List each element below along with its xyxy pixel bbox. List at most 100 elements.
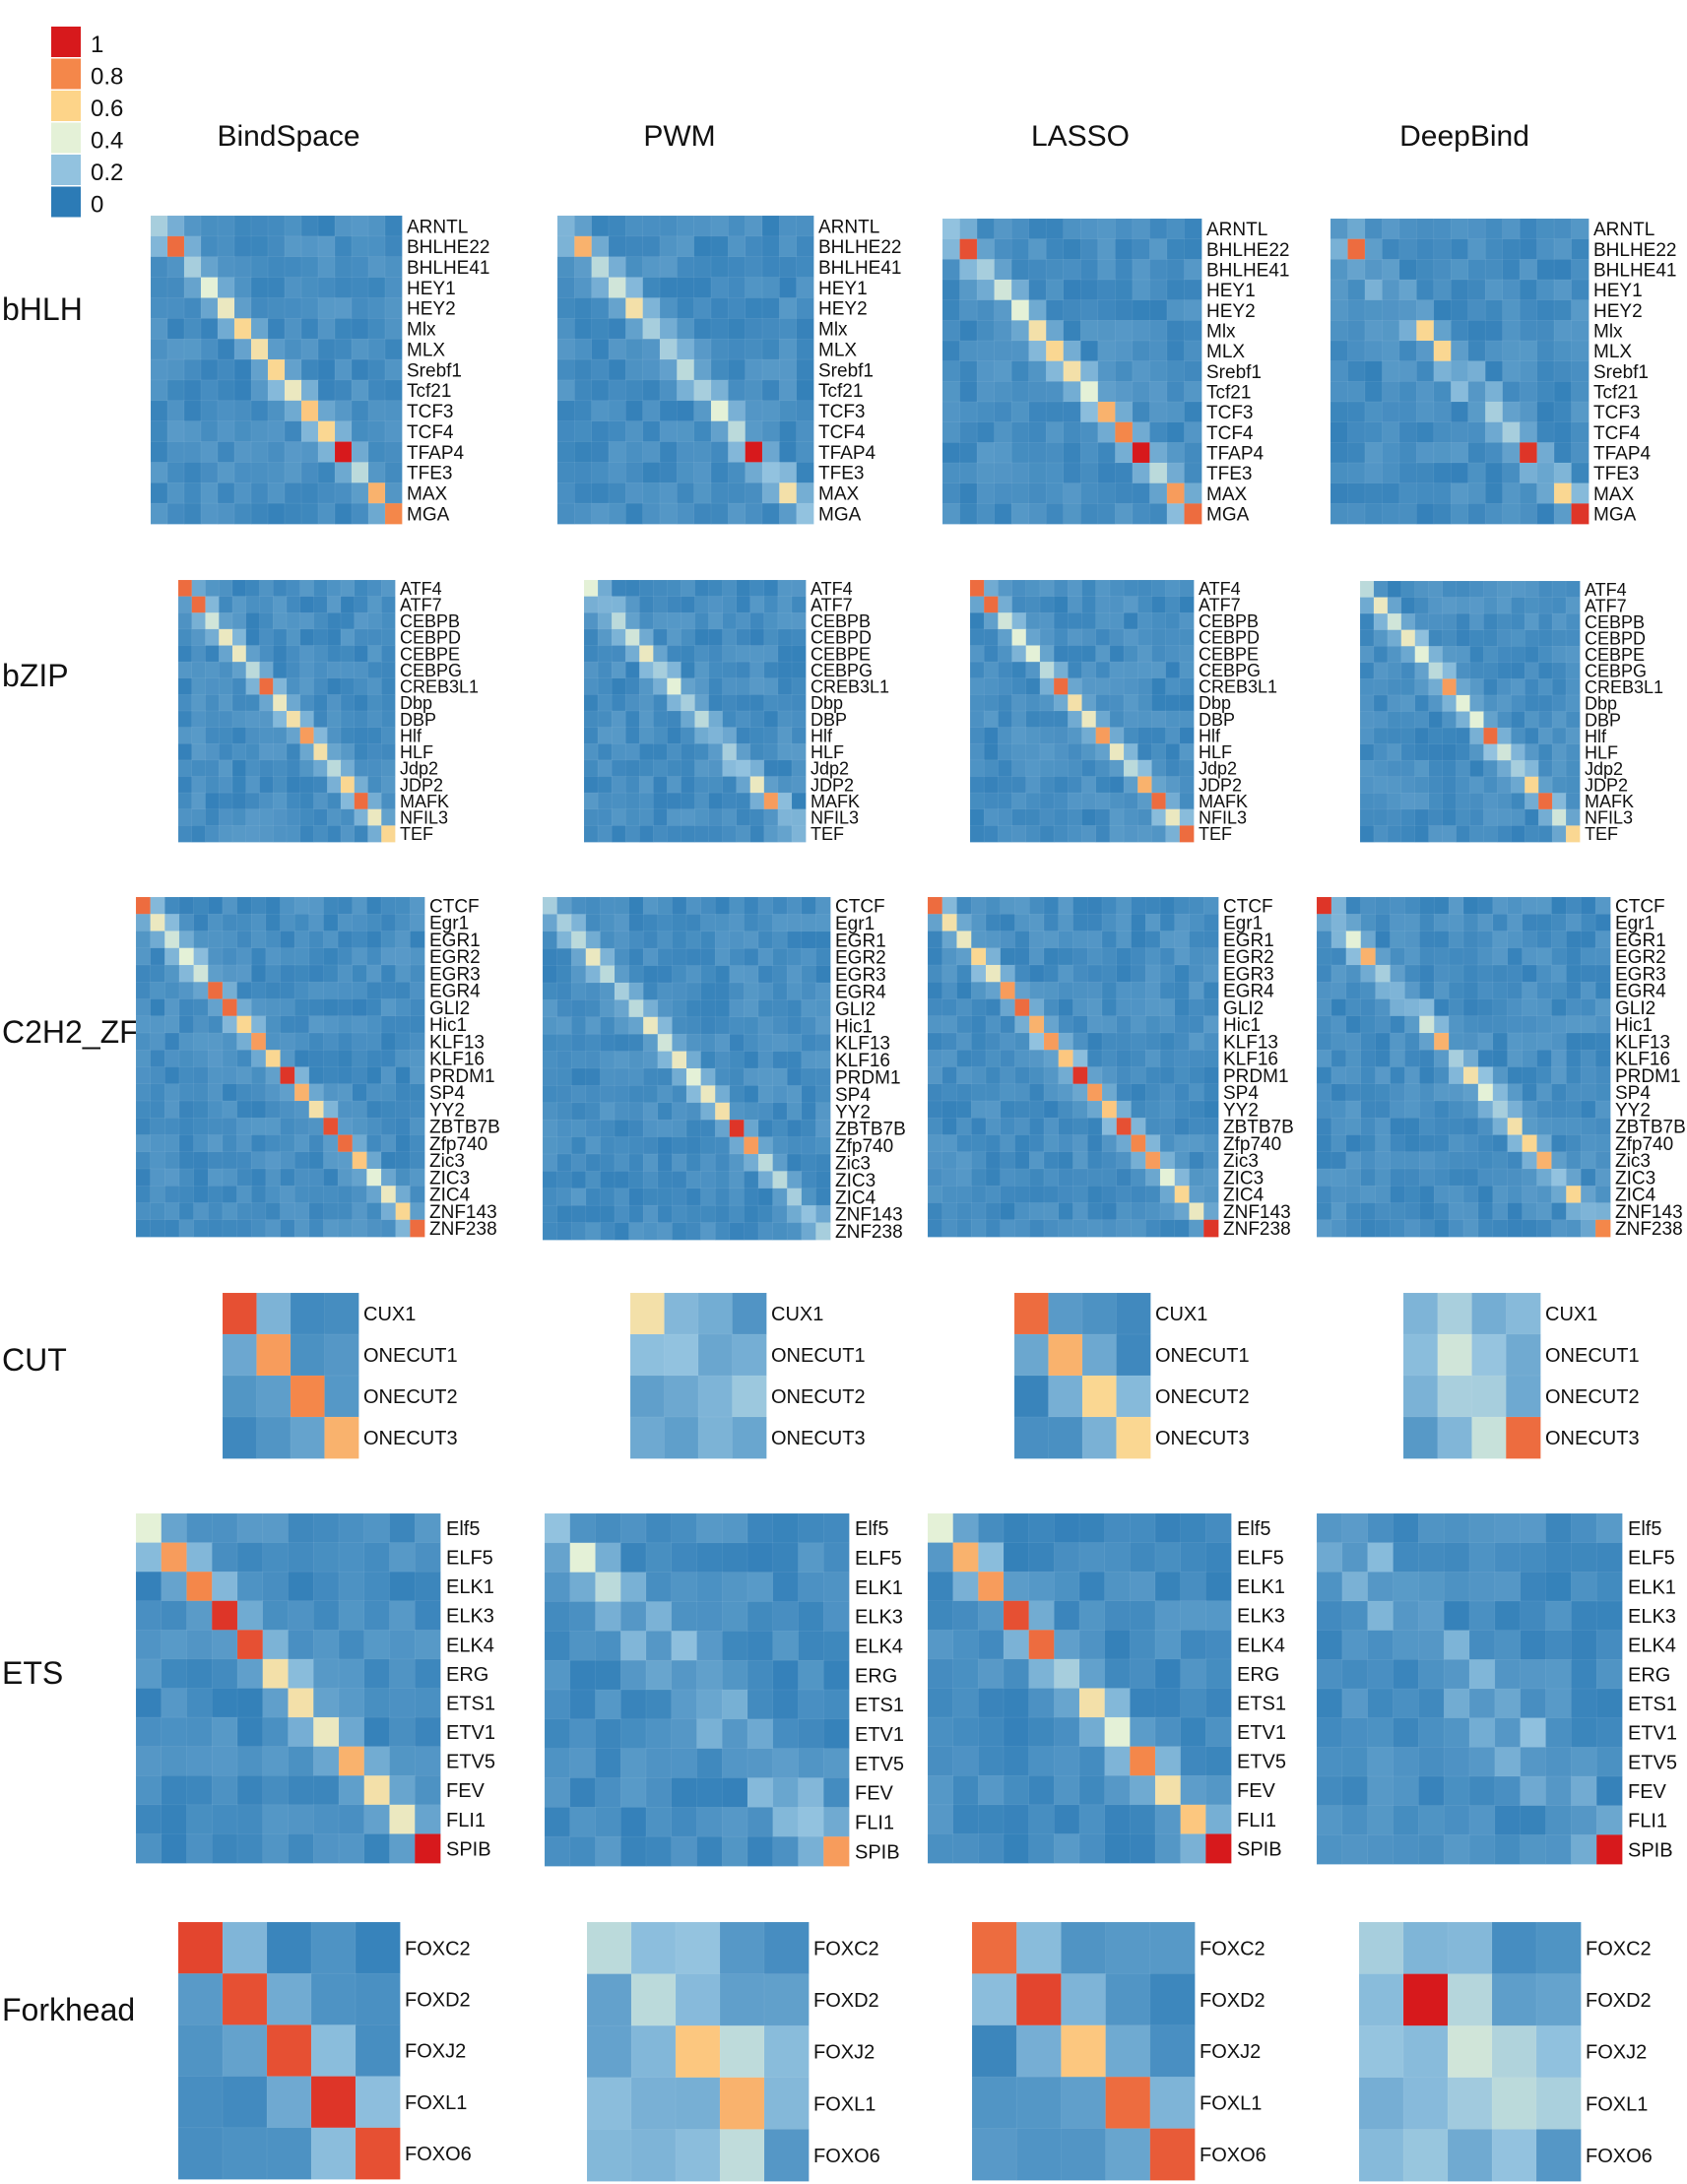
heatmap-cell bbox=[1566, 964, 1582, 983]
heatmap-cell bbox=[1189, 1066, 1204, 1085]
row-label: Zfp740 bbox=[429, 1134, 487, 1155]
heatmap-cell bbox=[363, 1600, 391, 1632]
heatmap-cell bbox=[200, 338, 219, 360]
heatmap-cell bbox=[667, 677, 682, 696]
heatmap-cell bbox=[1468, 1747, 1496, 1777]
heatmap-cell bbox=[183, 318, 202, 340]
row-label: ATF4 bbox=[811, 579, 853, 599]
heatmap-cell bbox=[1330, 1219, 1347, 1238]
heatmap-cell bbox=[1571, 1630, 1597, 1661]
heatmap-cell bbox=[708, 677, 724, 696]
heatmap-cell bbox=[1123, 596, 1138, 613]
heatmap-cell bbox=[1580, 998, 1596, 1017]
heatmap-cell bbox=[685, 1102, 702, 1121]
heatmap-cell bbox=[1566, 1066, 1582, 1085]
heatmap-cell bbox=[177, 710, 193, 729]
heatmap-cell bbox=[1000, 1134, 1016, 1153]
heatmap-cell bbox=[574, 502, 593, 525]
heatmap-cell bbox=[135, 1688, 162, 1718]
heatmap-cell bbox=[1043, 998, 1060, 1017]
heatmap-cell bbox=[351, 441, 369, 464]
heatmap-cell bbox=[657, 947, 674, 967]
heatmap-cell bbox=[1028, 1049, 1045, 1068]
heatmap-cell bbox=[334, 256, 353, 279]
heatmap-cell bbox=[1330, 320, 1349, 342]
heatmap-cell bbox=[1471, 1292, 1507, 1335]
heatmap-cell bbox=[544, 1718, 571, 1750]
heatmap-cell bbox=[642, 400, 661, 422]
row-label: Hlf bbox=[1585, 727, 1607, 746]
heatmap-cell bbox=[414, 1512, 441, 1544]
heatmap-cell bbox=[1477, 1117, 1494, 1136]
heatmap-cell bbox=[1507, 1049, 1524, 1068]
heatmap-cell bbox=[1553, 360, 1573, 383]
row-label: ZBTB7B bbox=[429, 1118, 500, 1138]
heatmap-cell bbox=[745, 502, 763, 525]
heatmap-cell bbox=[761, 379, 781, 402]
heatmap-cell bbox=[757, 1188, 774, 1206]
heatmap-cell bbox=[300, 318, 319, 340]
heatmap-cell bbox=[746, 1659, 774, 1691]
heatmap-cell bbox=[1428, 629, 1444, 647]
heatmap-cell bbox=[1144, 1151, 1161, 1170]
heatmap-cell bbox=[367, 727, 382, 744]
heatmap-cell bbox=[1553, 238, 1573, 261]
heatmap-cell bbox=[700, 1016, 716, 1035]
heatmap-cell bbox=[1189, 1117, 1204, 1136]
heatmap-cell bbox=[772, 1601, 800, 1633]
heatmap-cell bbox=[1364, 401, 1384, 423]
heatmap-cell bbox=[772, 1119, 788, 1138]
heatmap-cell bbox=[183, 502, 202, 525]
heatmap-cell bbox=[1189, 998, 1204, 1017]
heatmap-cell bbox=[1419, 1151, 1435, 1170]
heatmap-cell bbox=[186, 1774, 213, 1806]
heatmap-cell bbox=[611, 759, 626, 778]
row-label: Egr1 bbox=[1223, 914, 1263, 934]
heatmap-cell bbox=[1483, 711, 1499, 729]
heatmap-cell bbox=[1551, 1219, 1568, 1238]
heatmap-cell bbox=[183, 358, 202, 381]
heatmap-cell bbox=[231, 596, 247, 613]
heatmap-cell bbox=[1565, 678, 1581, 696]
heatmap-cell bbox=[714, 1102, 731, 1121]
heatmap-cell bbox=[677, 441, 695, 464]
heatmap-cell bbox=[1130, 1746, 1156, 1776]
heatmap-cell bbox=[746, 1807, 774, 1837]
heatmap-cell bbox=[1477, 1202, 1494, 1221]
heatmap-cell bbox=[1154, 1804, 1182, 1835]
heatmap-cell bbox=[334, 441, 353, 464]
heatmap-cell bbox=[1387, 694, 1402, 713]
heatmap-cell bbox=[721, 1777, 748, 1809]
heatmap-cell bbox=[1553, 259, 1573, 281]
heatmap-cell bbox=[542, 1171, 558, 1189]
heatmap-cell bbox=[927, 998, 943, 1017]
heatmap-cell bbox=[941, 238, 961, 261]
heatmap-cell bbox=[1448, 1032, 1464, 1051]
heatmap-cell bbox=[1390, 998, 1406, 1017]
heatmap-cell bbox=[1330, 931, 1347, 949]
heatmap-cell bbox=[250, 913, 267, 932]
heatmap-cell bbox=[927, 1032, 943, 1051]
heatmap-cell bbox=[1063, 482, 1081, 505]
heatmap-cell bbox=[642, 1102, 659, 1121]
row-label: ATF4 bbox=[400, 579, 442, 599]
heatmap-cell bbox=[313, 694, 328, 712]
heatmap-cell bbox=[722, 727, 738, 744]
row-label: FOXC2 bbox=[1200, 1938, 1265, 1959]
heatmap-cell bbox=[1345, 931, 1362, 949]
heatmap-cell bbox=[983, 776, 1000, 794]
heatmap-cell bbox=[135, 1083, 152, 1102]
heatmap-cell bbox=[288, 1804, 314, 1835]
heatmap-cell bbox=[1524, 597, 1539, 614]
heatmap-cell bbox=[1507, 1134, 1524, 1153]
heatmap-cell bbox=[772, 1204, 788, 1224]
heatmap-cell bbox=[608, 502, 627, 525]
row-label: Hlf bbox=[811, 726, 833, 745]
heatmap-cell bbox=[293, 1168, 310, 1187]
heatmap-cell bbox=[1010, 462, 1030, 484]
heatmap-cell bbox=[293, 1032, 310, 1051]
heatmap-cell bbox=[1497, 743, 1513, 761]
heatmap-cell bbox=[1053, 661, 1070, 679]
heatmap-cell bbox=[1330, 1066, 1347, 1085]
